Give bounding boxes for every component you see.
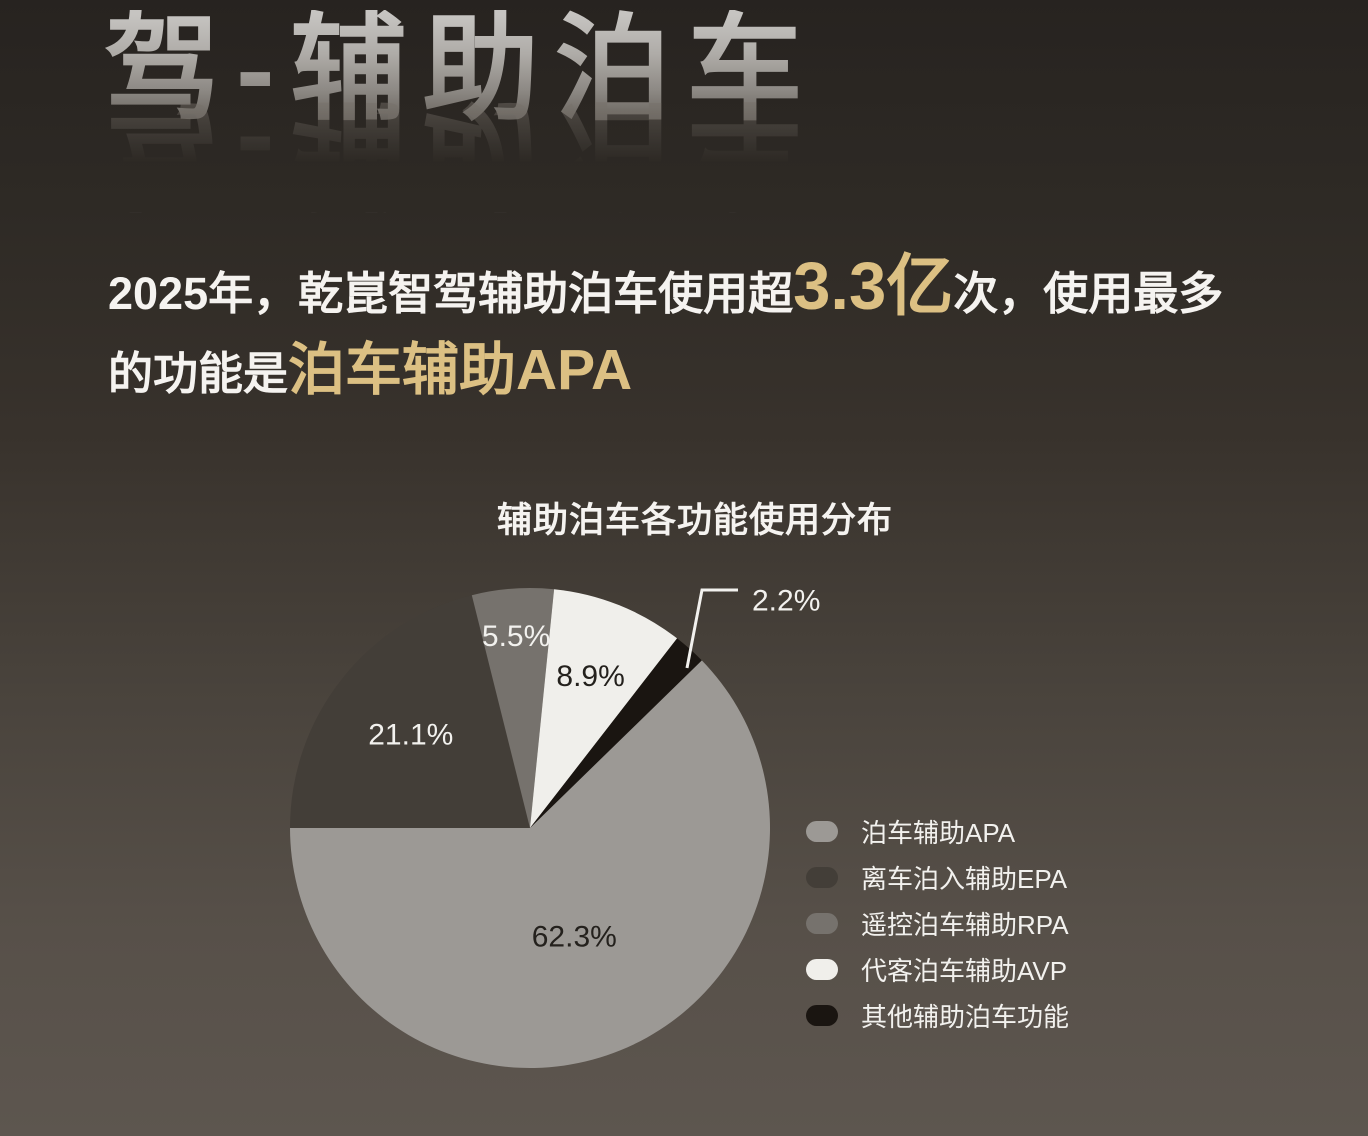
- legend-item-epa: 离车泊入辅助EPA: [806, 862, 1069, 894]
- legend-label-epa: 离车泊入辅助EPA: [861, 864, 1068, 894]
- legend-label-apa: 泊车辅助APA: [861, 818, 1016, 848]
- intro-part3: 的功能是: [108, 348, 289, 399]
- legend-item-avp: 代客泊车辅助AVP: [806, 954, 1069, 986]
- page-title-block: 驾-辅助泊车 驾-辅助泊车: [104, 4, 819, 219]
- intro-line-2: 的功能是泊车辅助APA: [108, 337, 1318, 407]
- callout-line-other: [685, 588, 738, 669]
- pie-label-other: 2.2%: [752, 585, 820, 618]
- pie-slice-apa: [290, 660, 770, 1068]
- intro-highlight-usage-count: 3.3亿: [793, 249, 954, 324]
- pie-slice-rpa: [471, 588, 555, 828]
- legend-swatch-other: [806, 1005, 838, 1026]
- chart-title: 辅助泊车各功能使用分布: [496, 501, 893, 540]
- intro-highlight-top-feature: 泊车辅助APA: [288, 338, 633, 402]
- intro-text: 2025年，乾崑智驾辅助泊车使用超3.3亿次，使用最多 的功能是泊车辅助APA: [108, 248, 1318, 407]
- pie-label-apa: 62.3%: [532, 920, 617, 953]
- legend-swatch-epa: [806, 867, 838, 888]
- pie-label-rpa: 5.5%: [482, 620, 550, 653]
- pie-label-epa: 21.1%: [368, 719, 453, 752]
- page-title: 驾-辅助泊车: [104, 4, 819, 134]
- legend-swatch-apa: [806, 821, 838, 842]
- legend-label-rpa: 遥控泊车辅助RPA: [861, 910, 1069, 940]
- pie-slice-epa: [290, 595, 530, 828]
- legend-item-rpa: 遥控泊车辅助RPA: [806, 908, 1069, 940]
- legend-swatch-avp: [806, 959, 838, 980]
- legend-item-apa: 泊车辅助APA: [806, 816, 1069, 848]
- legend-label-avp: 代客泊车辅助AVP: [861, 956, 1068, 986]
- legend-label-other: 其他辅助泊车功能: [861, 1002, 1070, 1032]
- legend: 泊车辅助APA 离车泊入辅助EPA 遥控泊车辅助RPA 代客泊车辅助AVP 其他辅助泊车…: [806, 816, 1070, 1032]
- intro-line-1: 2025年，乾崑智驾辅助泊车使用超3.3亿次，使用最多: [108, 248, 1318, 333]
- legend-item-other: 其他辅助泊车功能: [806, 1000, 1070, 1032]
- legend-swatch-rpa: [806, 913, 838, 934]
- pie-label-avp: 8.9%: [556, 660, 624, 693]
- intro-part2: 次，使用最多: [953, 268, 1224, 319]
- intro-part1: 2025年，乾崑智驾辅助泊车使用超: [108, 268, 794, 319]
- pie-slice-avp: [530, 589, 678, 828]
- pie-slice-other: [530, 638, 702, 828]
